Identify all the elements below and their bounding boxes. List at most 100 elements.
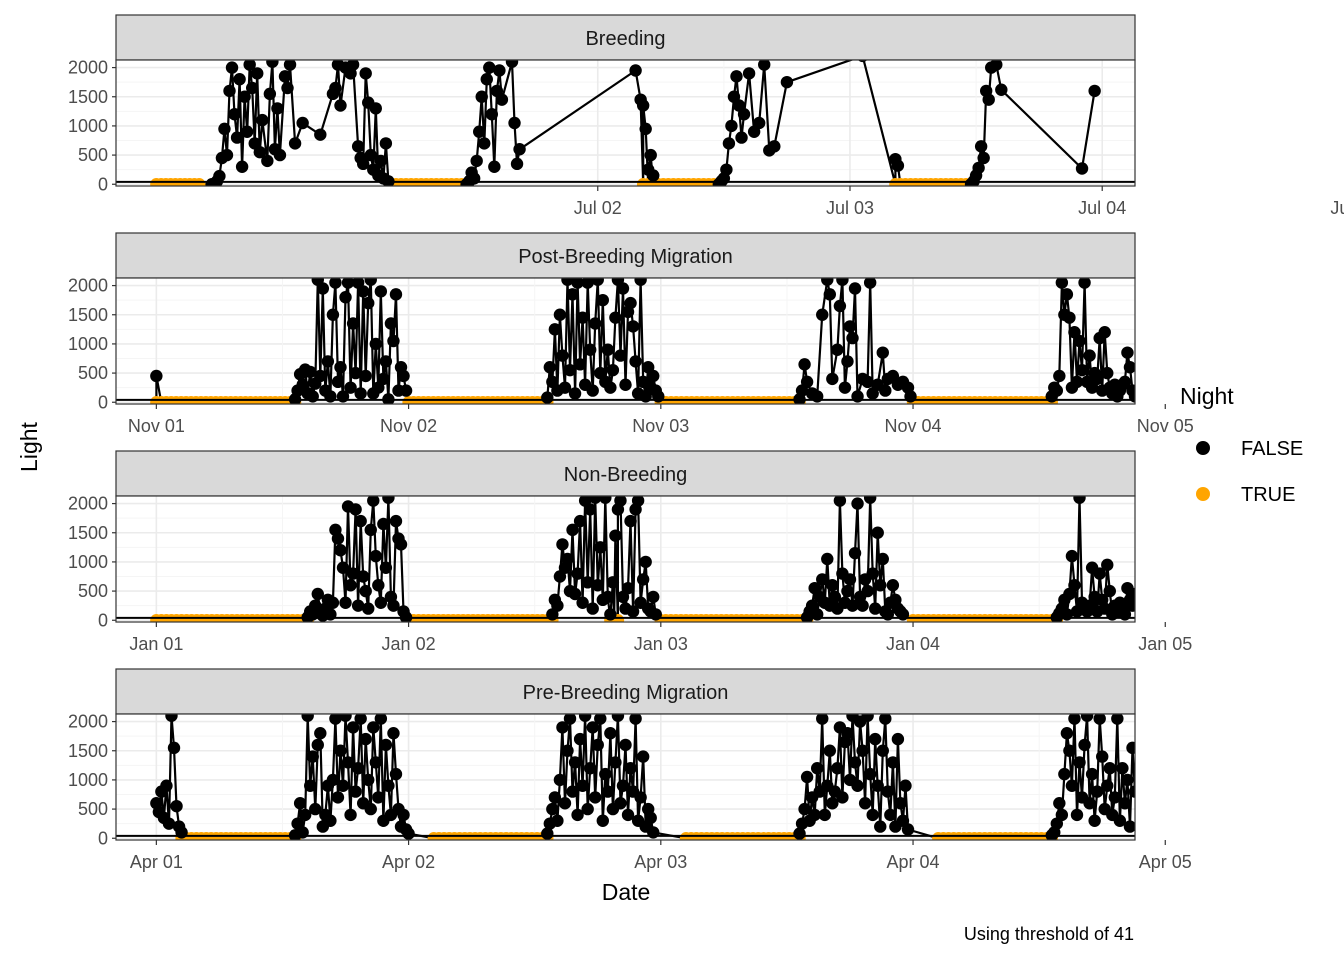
day-point <box>589 496 602 504</box>
day-point <box>377 517 390 531</box>
day-point <box>737 108 751 121</box>
day-point <box>329 278 342 289</box>
day-point <box>891 159 905 172</box>
legend-key-false <box>1196 441 1210 455</box>
day-point <box>1113 814 1127 827</box>
day-point <box>311 587 324 601</box>
day-point <box>722 137 736 150</box>
day-point <box>326 773 340 787</box>
day-point <box>879 714 892 725</box>
day-point <box>339 596 352 609</box>
x-tick-label: Nov 04 <box>885 416 942 436</box>
day-point <box>298 808 312 822</box>
day-point <box>606 576 620 589</box>
x-tick-label: Apr 02 <box>382 852 435 872</box>
day-point <box>359 67 372 80</box>
x-tick-label: Jul 02 <box>574 198 622 218</box>
day-point <box>848 282 862 295</box>
day-point <box>331 791 345 804</box>
day-point <box>377 372 390 386</box>
x-tick-label: Nov 05 <box>1137 416 1194 436</box>
day-point <box>843 320 857 333</box>
day-point <box>1088 84 1101 98</box>
day-point <box>838 381 852 394</box>
day-point <box>604 381 617 394</box>
x-axis-title: Date <box>602 879 651 905</box>
day-point <box>369 102 382 115</box>
strip-label: Pre-Breeding Migration <box>523 682 729 704</box>
day-point <box>616 282 630 295</box>
day-point <box>886 579 900 592</box>
day-point <box>861 714 874 722</box>
day-point <box>344 579 357 592</box>
day-point <box>798 802 811 816</box>
day-point <box>311 738 324 752</box>
y-tick-label: 1000 <box>68 552 108 572</box>
day-point <box>576 596 589 609</box>
day-point <box>876 346 889 359</box>
x-tick-label: Jul 04 <box>1078 198 1126 218</box>
day-point <box>374 285 388 298</box>
day-point <box>1058 767 1071 781</box>
day-point <box>836 791 849 804</box>
day-point <box>387 727 400 740</box>
day-point <box>271 102 284 115</box>
day-point <box>513 143 526 156</box>
day-point <box>636 99 650 112</box>
day-point <box>351 599 365 612</box>
day-point <box>626 320 640 333</box>
day-point <box>170 799 183 813</box>
day-point <box>334 544 347 557</box>
day-point <box>1123 361 1135 374</box>
panel-border <box>115 713 1136 841</box>
day-point <box>558 381 572 394</box>
day-point <box>1126 741 1135 755</box>
day-point <box>826 579 839 592</box>
day-point <box>1128 785 1135 798</box>
day-point <box>364 278 377 286</box>
panel-pre-breeding-migration: Pre-Breeding Migration 0 500 1000 1500 2000 Ap… <box>68 668 1192 872</box>
day-point <box>1065 549 1079 563</box>
day-point <box>639 555 652 569</box>
legend-label-true: TRUE <box>1241 484 1295 506</box>
day-point <box>563 363 577 377</box>
day-point <box>858 797 872 810</box>
day-point <box>1103 762 1116 775</box>
day-point <box>589 791 602 804</box>
day-point <box>394 538 408 551</box>
day-point <box>243 60 256 71</box>
y-tick-label: 0 <box>98 174 108 194</box>
day-point <box>614 496 627 507</box>
day-point <box>1101 366 1114 380</box>
day-point <box>349 785 362 798</box>
day-point <box>891 732 905 746</box>
y-tick-label: 2000 <box>68 712 108 732</box>
day-point <box>624 514 637 528</box>
day-point <box>1128 587 1135 601</box>
strip-background <box>115 450 1136 497</box>
strip-label: Non-Breeding <box>564 464 687 486</box>
day-point <box>364 148 377 162</box>
day-point <box>583 343 597 356</box>
day-point <box>818 808 831 822</box>
day-point <box>309 802 322 816</box>
day-point <box>1083 349 1096 362</box>
day-point <box>841 727 854 740</box>
day-point <box>349 366 362 380</box>
day-point <box>879 384 892 397</box>
day-point <box>624 762 637 775</box>
day-point <box>624 296 637 310</box>
day-point <box>874 579 887 592</box>
day-point <box>367 496 380 507</box>
y-tick-label: 1000 <box>68 116 108 136</box>
day-point <box>871 526 884 539</box>
day-point <box>1073 334 1086 348</box>
day-point <box>1098 326 1111 339</box>
day-point <box>329 714 342 725</box>
day-point <box>990 60 1003 71</box>
panel-border <box>115 277 1136 405</box>
day-point <box>349 503 362 516</box>
day-point <box>863 278 877 289</box>
day-point <box>1078 738 1091 752</box>
day-point <box>848 756 862 769</box>
